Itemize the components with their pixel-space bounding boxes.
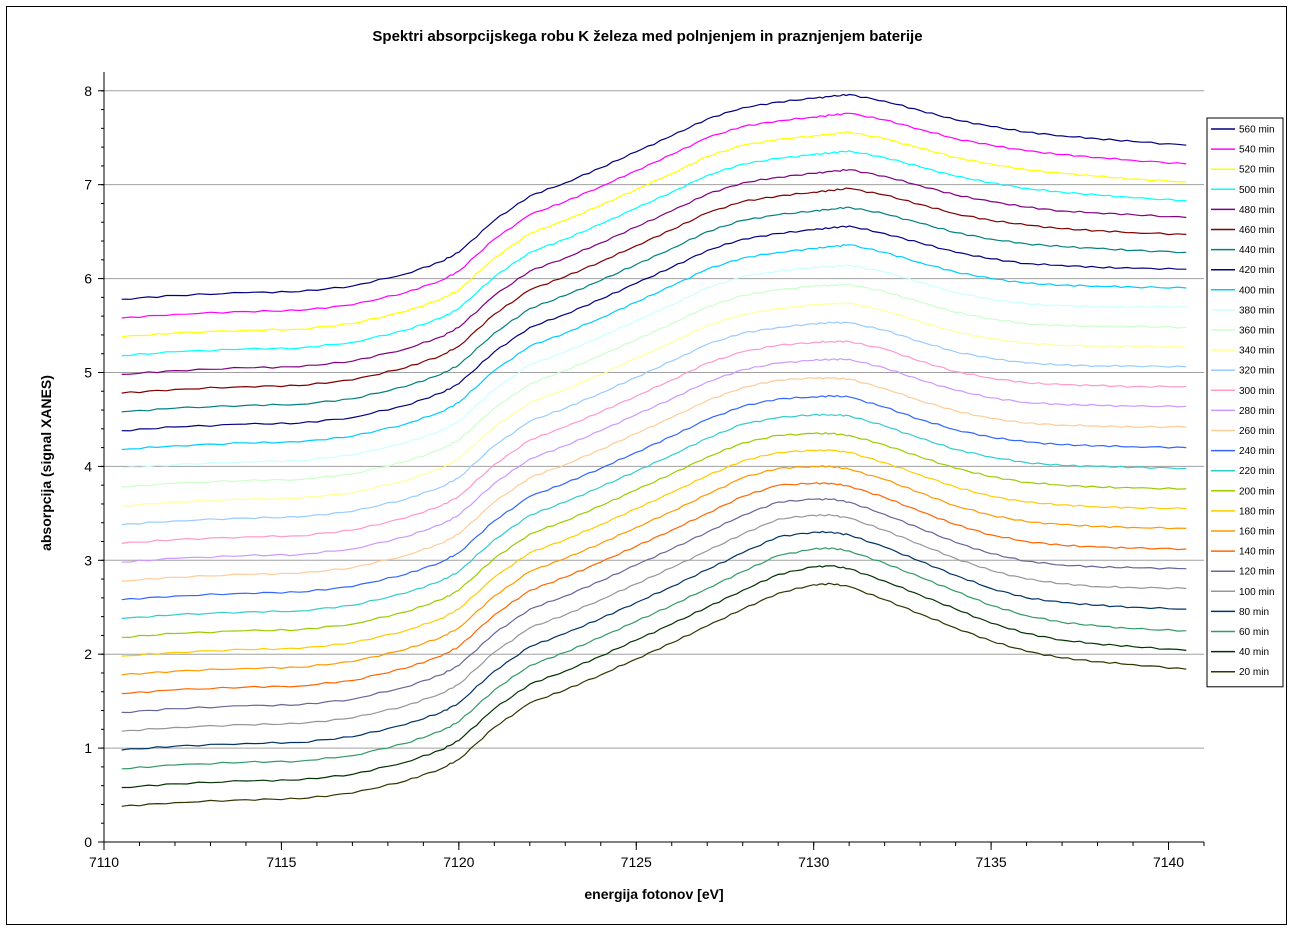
chart-title: Spektri absorpcijskega robu K železa med… [372,28,923,45]
legend-entry: 320 min [1239,366,1275,377]
series-line [121,358,1187,563]
x-tick-label: 7110 [89,854,119,870]
series-line [121,93,1187,300]
series-line [121,465,1187,676]
legend-entry: 20 min [1239,667,1269,678]
legend-entry: 500 min [1239,185,1275,196]
series-line [121,449,1187,657]
legend-entry: 60 min [1239,627,1269,638]
series-line [121,112,1187,319]
x-tick-label: 7125 [621,854,652,870]
legend-entry: 100 min [1239,587,1275,598]
legend-entry: 40 min [1239,647,1269,658]
series-line [121,321,1187,526]
legend-entry: 240 min [1239,446,1275,457]
series-line [121,131,1187,338]
legend-entry: 480 min [1239,205,1275,216]
legend-entry: 80 min [1239,607,1269,618]
series-line [121,530,1187,751]
x-tick-label: 7115 [266,854,296,870]
series-line [121,168,1187,375]
legend-entry: 340 min [1239,346,1275,357]
y-tick-label: 5 [84,364,92,380]
series-lines [121,93,1187,807]
x-tick-label: 7120 [443,854,474,870]
series-line [121,413,1187,620]
legend-entry: 140 min [1239,547,1275,558]
series-line [121,565,1187,789]
series-line [121,497,1187,714]
legend-entry: 120 min [1239,567,1275,578]
series-line [121,244,1187,451]
legend-entry: 200 min [1239,486,1275,497]
legend-entry: 260 min [1239,426,1275,437]
y-tick-label: 0 [84,834,92,850]
legend-entry: 380 min [1239,305,1275,316]
y-tick-label: 8 [84,83,92,99]
y-tick-label: 1 [84,740,92,756]
legend: 560 min 540 min 520 min 500 min 480 min 460 m… [1206,117,1284,688]
legend-entry: 460 min [1239,225,1275,236]
y-tick-label: 7 [84,177,92,193]
x-tick-label: 7130 [798,854,829,870]
legend-entry: 560 min [1239,125,1275,136]
series-line [121,206,1187,413]
series-line [121,394,1187,601]
legend-entry: 160 min [1239,527,1275,538]
legend-entry: 440 min [1239,245,1275,256]
series-line [121,225,1187,432]
x-tick-label: 7135 [976,854,1007,870]
legend-entry: 360 min [1239,326,1275,337]
legend-entry: 400 min [1239,285,1275,296]
y-tick-label: 3 [84,552,92,568]
y-tick-label: 6 [84,271,92,287]
legend-entry: 280 min [1239,406,1275,417]
legend-entry: 180 min [1239,506,1275,517]
series-line [121,340,1187,544]
series-line [121,547,1187,770]
series-line [121,513,1187,732]
legend-entry: 520 min [1239,165,1275,176]
y-tick-label: 2 [84,646,92,662]
series-line [121,283,1187,488]
series-line [121,150,1187,357]
grid-lines [104,90,1204,749]
legend-entry: 540 min [1239,145,1275,156]
axes: 0 1 2 3 4 5 6 7 8 7110 7115 7120 7125 7130 7135 7140 [84,72,1205,870]
series-line [121,432,1187,639]
x-axis-title: energija fotonov [eV] [584,886,724,902]
chart-frame [6,6,1287,925]
legend-entry: 300 min [1239,386,1275,397]
x-tick-label: 7140 [1153,854,1184,870]
legend-entry: 420 min [1239,265,1275,276]
series-line [121,481,1187,695]
series-line [121,187,1187,394]
series-line [121,376,1187,582]
legend-box [1206,117,1284,688]
series-line [121,582,1187,807]
series-line [121,301,1187,507]
series-line [121,264,1187,469]
y-tick-label: 4 [84,458,92,474]
legend-entry: 220 min [1239,466,1275,477]
